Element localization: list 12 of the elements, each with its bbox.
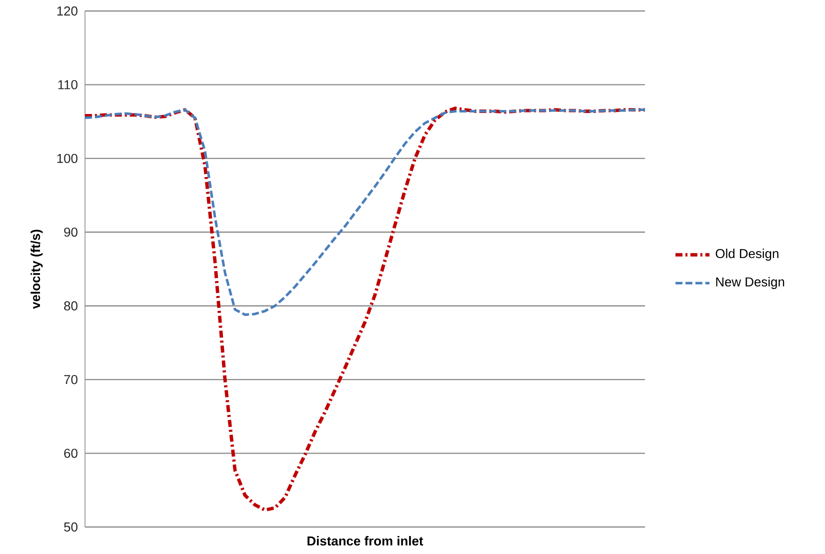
x-axis-title: Distance from inlet	[308, 536, 424, 546]
y-tick-label: 80	[64, 301, 78, 310]
y-axis-title: velocity (ft/s)	[30, 230, 43, 309]
y-tick-label: 90	[64, 228, 78, 237]
y-tick-label: 60	[64, 448, 78, 458]
y-tick-label: 120	[57, 6, 78, 16]
y-tick-label: 110	[58, 80, 78, 90]
y-tick-label: 100	[57, 154, 78, 164]
legend-label: Old Design	[716, 248, 778, 261]
y-tick-label: 70	[64, 375, 78, 384]
legend-label: New Design	[716, 276, 784, 290]
y-tick-label: 50	[64, 522, 78, 532]
